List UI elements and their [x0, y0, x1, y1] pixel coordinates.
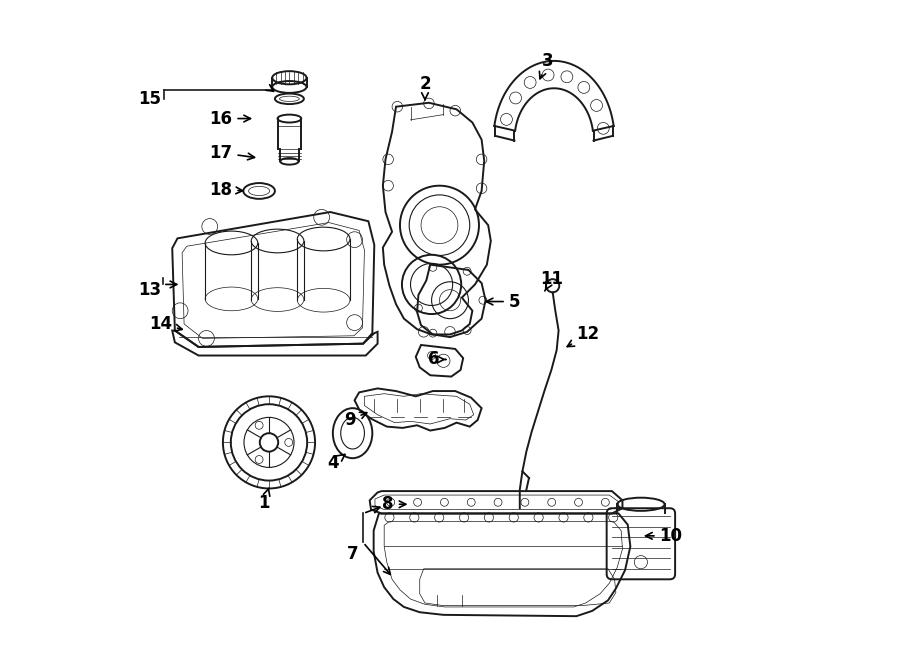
Text: 11: 11: [540, 270, 562, 291]
Text: 7: 7: [346, 545, 358, 563]
Text: 5: 5: [486, 293, 520, 311]
Text: 16: 16: [210, 110, 250, 128]
Text: 6: 6: [428, 350, 446, 368]
Text: 12: 12: [567, 325, 599, 346]
Text: 3: 3: [539, 52, 554, 79]
Text: 17: 17: [210, 144, 255, 162]
Text: 2: 2: [419, 75, 431, 100]
Text: 15: 15: [139, 90, 161, 108]
Text: 14: 14: [148, 315, 182, 333]
Text: 8: 8: [382, 495, 406, 514]
Text: 4: 4: [327, 454, 345, 473]
Text: 10: 10: [645, 527, 683, 545]
Text: 13: 13: [139, 281, 161, 299]
Text: 1: 1: [258, 488, 270, 512]
Text: 18: 18: [210, 180, 243, 199]
Text: 9: 9: [344, 411, 367, 429]
